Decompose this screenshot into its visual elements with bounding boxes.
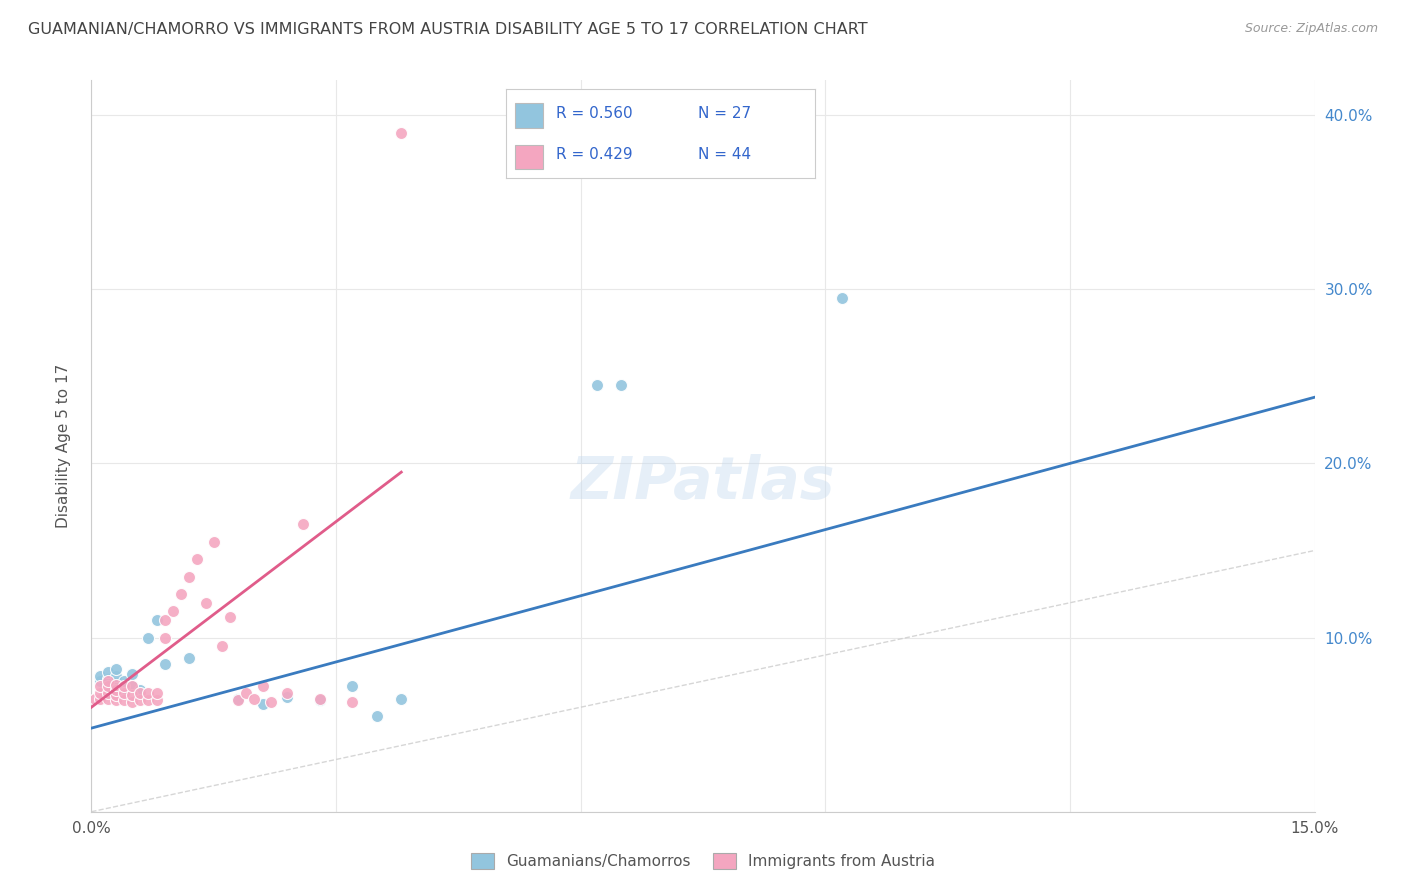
Text: N = 27: N = 27 xyxy=(697,106,751,120)
Point xyxy=(138,693,160,707)
Point xyxy=(235,686,257,700)
Point xyxy=(112,674,135,689)
Text: R = 0.429: R = 0.429 xyxy=(555,147,633,161)
Point xyxy=(389,126,412,140)
Point xyxy=(145,693,167,707)
Point xyxy=(97,691,120,706)
Point xyxy=(112,686,135,700)
Point xyxy=(121,667,143,681)
Point xyxy=(138,631,160,645)
Point xyxy=(89,691,111,706)
Point xyxy=(308,693,330,707)
Point xyxy=(104,677,127,691)
Text: GUAMANIAN/CHAMORRO VS IMMIGRANTS FROM AUSTRIA DISABILITY AGE 5 TO 17 CORRELATION: GUAMANIAN/CHAMORRO VS IMMIGRANTS FROM AU… xyxy=(28,22,868,37)
Point xyxy=(252,679,274,693)
Point xyxy=(145,613,167,627)
Point xyxy=(89,674,111,689)
Point xyxy=(276,686,298,700)
Point xyxy=(831,291,853,305)
Text: R = 0.560: R = 0.560 xyxy=(555,106,633,120)
Point xyxy=(243,691,266,706)
Point xyxy=(121,679,143,693)
Point xyxy=(186,552,208,566)
Point xyxy=(292,517,315,532)
Point xyxy=(226,693,249,707)
Point xyxy=(97,679,120,693)
Point xyxy=(121,679,143,693)
Text: Source: ZipAtlas.com: Source: ZipAtlas.com xyxy=(1244,22,1378,36)
Point xyxy=(260,695,283,709)
Text: N = 44: N = 44 xyxy=(697,147,751,161)
Point xyxy=(252,697,274,711)
Point xyxy=(97,674,120,689)
Point xyxy=(153,631,176,645)
Point xyxy=(162,604,184,618)
Point xyxy=(153,613,176,627)
Point xyxy=(89,669,111,683)
Point xyxy=(179,569,201,583)
Point xyxy=(104,688,127,702)
Point xyxy=(104,682,127,697)
Point xyxy=(97,686,120,700)
Point xyxy=(97,673,120,687)
Point xyxy=(129,686,152,700)
Point xyxy=(112,679,135,693)
Point xyxy=(366,709,388,723)
Point xyxy=(202,534,225,549)
Point xyxy=(121,695,143,709)
Point xyxy=(129,682,152,697)
Point xyxy=(586,378,609,392)
Point xyxy=(129,693,152,707)
Point xyxy=(179,651,201,665)
Bar xyxy=(516,145,543,169)
Point xyxy=(153,657,176,671)
Point xyxy=(89,679,111,693)
Point xyxy=(342,695,364,709)
Point xyxy=(226,691,249,706)
Point xyxy=(145,686,167,700)
Point xyxy=(104,676,127,690)
Point xyxy=(342,679,364,693)
Y-axis label: Disability Age 5 to 17: Disability Age 5 to 17 xyxy=(56,364,70,528)
Point xyxy=(276,690,298,704)
Point xyxy=(170,587,193,601)
Legend: Guamanians/Chamorros, Immigrants from Austria: Guamanians/Chamorros, Immigrants from Au… xyxy=(464,847,942,875)
Point xyxy=(104,693,127,707)
Point xyxy=(104,669,127,683)
Point xyxy=(389,691,412,706)
Point xyxy=(610,378,633,392)
Point xyxy=(104,662,127,676)
Point xyxy=(211,640,233,654)
Point xyxy=(138,686,160,700)
Point xyxy=(97,665,120,680)
Point xyxy=(112,686,135,700)
Bar xyxy=(516,103,543,128)
Point xyxy=(219,609,242,624)
Point xyxy=(308,691,330,706)
Point xyxy=(194,596,217,610)
Point xyxy=(97,679,120,693)
Point xyxy=(112,693,135,707)
Point xyxy=(84,691,107,706)
Point xyxy=(121,688,143,702)
Point xyxy=(89,686,111,700)
Text: ZIPatlas: ZIPatlas xyxy=(571,454,835,511)
